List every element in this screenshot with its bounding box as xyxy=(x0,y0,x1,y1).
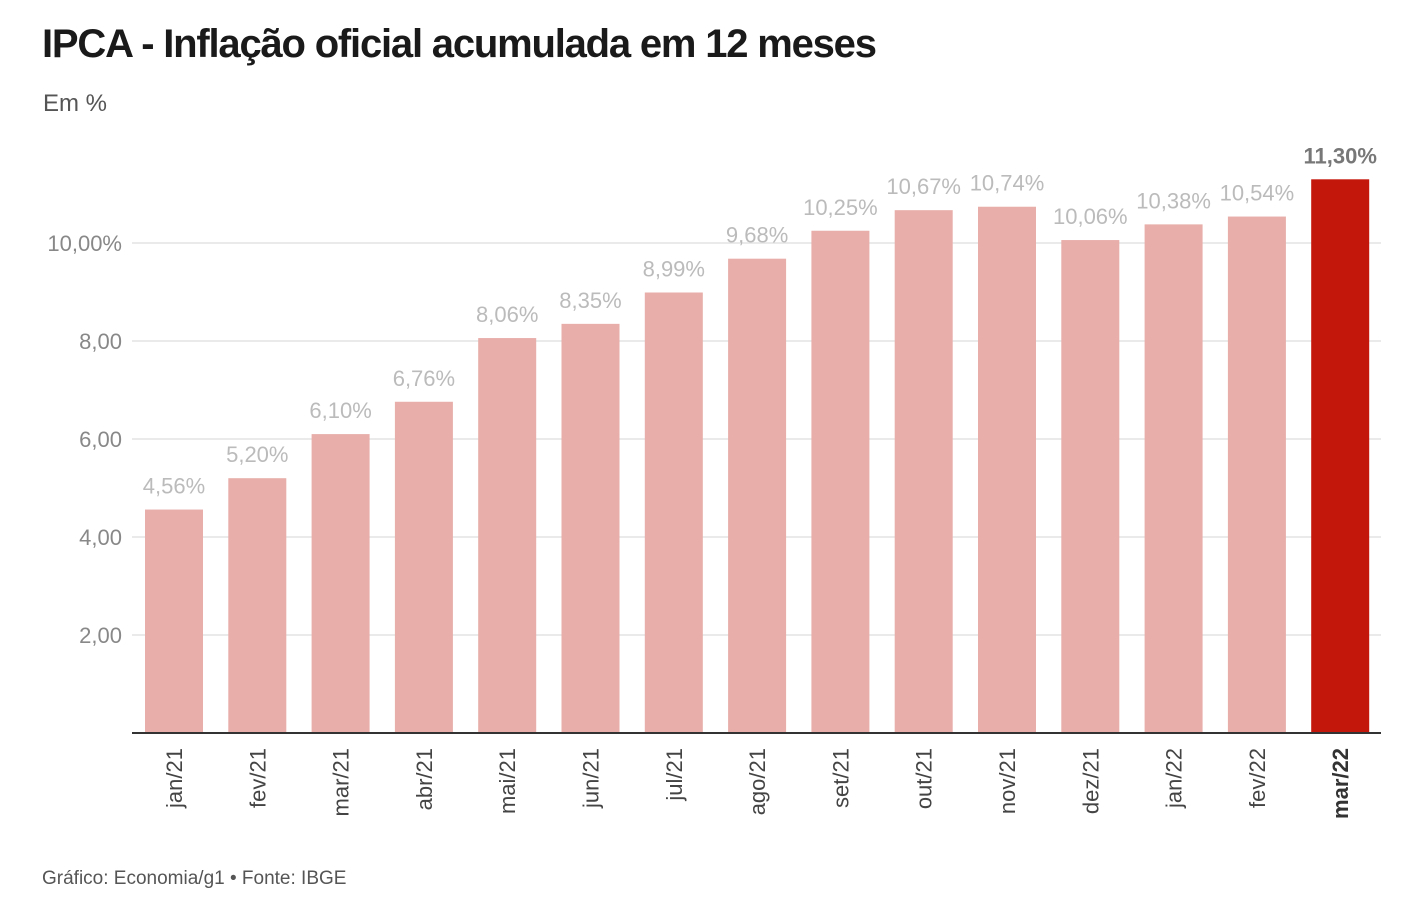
x-tick-label: jan/22 xyxy=(1162,748,1187,809)
y-tick-label: 4,00 xyxy=(79,525,122,550)
bar-value-label: 10,25% xyxy=(803,195,878,220)
y-tick-label: 8,00 xyxy=(79,329,122,354)
bar xyxy=(811,230,870,733)
y-tick-label: 2,00 xyxy=(79,623,122,648)
x-tick-label: ago/21 xyxy=(745,748,770,815)
x-tick-label: jun/21 xyxy=(579,748,604,809)
x-tick-label: dez/21 xyxy=(1078,748,1103,814)
x-tick-label: mar/21 xyxy=(329,748,354,816)
bar-value-label: 8,35% xyxy=(559,288,621,313)
bar xyxy=(728,258,787,733)
bar xyxy=(1144,224,1203,733)
bar xyxy=(478,338,537,733)
bar-value-label: 10,67% xyxy=(886,174,961,199)
x-tick-label: nov/21 xyxy=(995,748,1020,814)
bar xyxy=(228,478,287,733)
bar-chart: 2,00 4,00 6,00 8,00 10,00% 4,56% 5,20% 6,10% 6,… xyxy=(47,143,1381,819)
bar-value-label: 6,10% xyxy=(309,398,371,423)
bar xyxy=(394,401,453,733)
x-tick-label: jul/21 xyxy=(662,748,687,802)
bar-value-label: 8,99% xyxy=(643,256,705,281)
bar-value-label: 9,68% xyxy=(726,223,788,248)
bar-value-label: 10,74% xyxy=(970,171,1045,196)
y-tick-label: 10,00% xyxy=(47,231,122,256)
source-note: Gráfico: Economia/g1 • Fonte: IBGE xyxy=(42,868,347,889)
bar xyxy=(561,323,620,733)
bar-value-label: 10,06% xyxy=(1053,204,1128,229)
bar-highlight xyxy=(1311,179,1370,734)
bar xyxy=(978,206,1036,734)
y-axis-ticks: 2,00 4,00 6,00 8,00 10,00% xyxy=(47,231,122,648)
x-tick-label: jan/21 xyxy=(162,748,187,809)
chart-title: IPCA - Inflação oficial acumulada em 12 … xyxy=(42,22,877,66)
bar xyxy=(1061,240,1120,733)
x-tick-label: fev/22 xyxy=(1245,748,1270,808)
bar-value-label: 4,56% xyxy=(143,474,205,499)
value-labels: 4,56% 5,20% 6,10% 6,76% 8,06% 8,35% 8,99% 9,68%… xyxy=(143,143,1377,498)
bar-value-label: 10,38% xyxy=(1136,188,1211,213)
bar xyxy=(311,434,370,733)
bar xyxy=(1227,216,1286,734)
bar-value-label: 5,20% xyxy=(226,442,288,467)
x-tick-label: abr/21 xyxy=(412,748,437,810)
bar xyxy=(894,210,953,734)
x-tick-label: mar/22 xyxy=(1328,748,1353,819)
bar xyxy=(644,292,703,733)
x-tick-label: mai/21 xyxy=(495,748,520,814)
bar-value-label: 6,76% xyxy=(393,366,455,391)
chart-subtitle: Em % xyxy=(43,90,108,117)
bars xyxy=(145,179,1370,734)
bar xyxy=(145,509,203,733)
x-axis-ticks: jan/21 fev/21 mar/21 abr/21 mai/21 jun/21 jul/… xyxy=(162,748,1353,819)
bar-value-label: 11,30% xyxy=(1303,143,1376,168)
x-tick-label: set/21 xyxy=(828,748,853,808)
bar-value-label: 8,06% xyxy=(476,302,538,327)
y-tick-label: 6,00 xyxy=(79,427,122,452)
bar-value-label: 10,54% xyxy=(1220,181,1295,206)
x-tick-label: fev/21 xyxy=(245,748,270,808)
x-tick-label: out/21 xyxy=(912,748,937,809)
